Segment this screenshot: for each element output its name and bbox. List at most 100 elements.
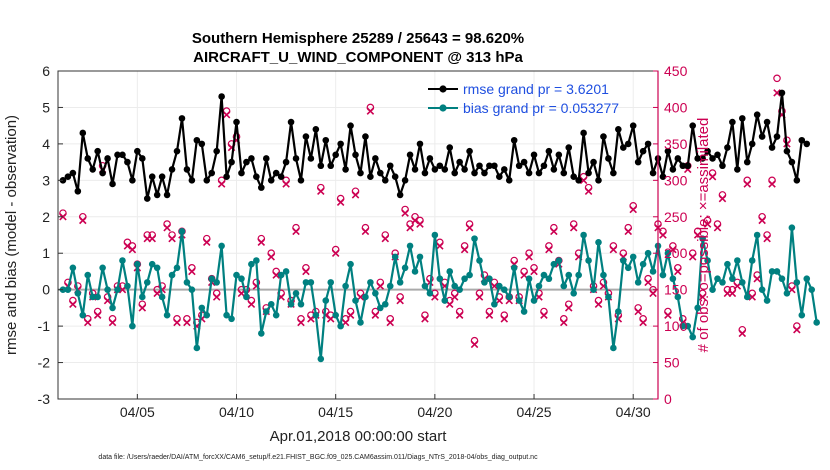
rmse-point <box>659 173 667 180</box>
rmse-point <box>317 162 325 170</box>
y-left-tick-label: 2 <box>42 209 50 225</box>
bias-point <box>679 322 687 330</box>
bias-point <box>575 271 582 279</box>
rmse-point <box>337 140 344 148</box>
rmse-point <box>456 158 463 166</box>
y-left-tick-label: 6 <box>42 63 50 79</box>
rmse-point <box>64 173 72 180</box>
rmse-point <box>605 155 612 162</box>
rmse-point <box>724 144 731 151</box>
rmse-point <box>560 169 568 177</box>
bias-point <box>352 297 359 304</box>
bias-point <box>411 268 419 275</box>
bias-point <box>788 224 796 232</box>
rmse-point <box>699 155 706 162</box>
assimilated-obs-marker <box>475 293 484 301</box>
rmse-point <box>535 169 543 177</box>
bias-point <box>347 260 354 268</box>
y-left-tick-label: 4 <box>42 136 50 152</box>
rmse-point <box>233 118 240 126</box>
y-right-tick-label: 400 <box>664 99 688 115</box>
bias-point <box>813 319 820 326</box>
bias-point <box>530 297 538 304</box>
assimilated-obs-marker <box>564 304 573 312</box>
rmse-point <box>788 158 796 166</box>
y-right-tick-label: 450 <box>664 63 688 79</box>
rmse-point <box>436 162 444 170</box>
assimilated-obs-marker <box>148 234 156 243</box>
rmse-point <box>644 140 652 148</box>
rmse-point <box>555 151 563 159</box>
assimilated-obs-marker <box>212 293 221 301</box>
bias-point <box>79 311 87 319</box>
bias-point <box>734 257 741 264</box>
assimilated-obs-marker <box>376 282 385 290</box>
rmse-point <box>372 155 379 162</box>
y-axis-label-left: rmse and bias (model - observation) <box>3 115 20 355</box>
assimilated-obs-marker <box>128 245 137 254</box>
bias-point <box>674 293 682 301</box>
assimilated-obs-marker <box>550 227 558 236</box>
bias-point <box>312 311 320 319</box>
assimilated-obs-marker <box>79 216 87 225</box>
possible-obs-marker <box>773 74 781 83</box>
assimilated-obs-marker <box>108 318 117 327</box>
rmse-point <box>367 173 374 180</box>
assimilated-obs-marker <box>594 300 603 309</box>
assimilated-obs-marker <box>698 293 707 301</box>
rmse-point <box>322 136 330 144</box>
assimilated-obs-marker <box>753 274 761 283</box>
assimilated-obs-marker <box>609 245 618 254</box>
x-tick-label: 04/25 <box>517 404 552 420</box>
y-left-tick-label: 1 <box>42 245 50 261</box>
assimilated-obs-marker <box>421 315 429 323</box>
bias-point <box>233 271 240 279</box>
assimilated-obs-marker <box>634 307 642 316</box>
y-left-tick-label: 0 <box>42 282 50 298</box>
rmse-point <box>694 155 701 162</box>
bias-point <box>138 293 146 301</box>
rmse-point <box>530 151 538 159</box>
assimilated-obs-marker <box>465 223 474 232</box>
rmse-point <box>143 195 151 202</box>
assimilated-obs-marker <box>639 318 647 327</box>
rmse-point <box>238 169 245 177</box>
y-right-tick-label: 250 <box>664 209 688 225</box>
rmse-point <box>153 191 161 199</box>
rmse-point <box>213 147 220 155</box>
rmse-point <box>570 173 578 180</box>
y-right-tick-label: 150 <box>664 282 688 298</box>
bias-point <box>292 290 300 297</box>
bias-point <box>282 268 290 275</box>
rmse-point <box>381 177 389 184</box>
bias-point <box>580 231 587 239</box>
bias-point <box>431 231 439 239</box>
bias-point <box>84 271 92 279</box>
assimilated-obs-marker <box>659 231 667 239</box>
bias-point <box>193 344 201 352</box>
rmse-point <box>267 177 275 184</box>
assimilated-obs-marker <box>202 238 211 247</box>
rmse-point <box>748 140 756 148</box>
y-right-tick-label: 200 <box>664 245 688 261</box>
assimilated-obs-marker <box>163 223 171 232</box>
rmse-point <box>669 166 677 173</box>
bias-point <box>238 275 245 283</box>
rmse-point <box>585 169 592 177</box>
bias-point <box>778 275 786 283</box>
bias-point <box>228 315 235 323</box>
rmse-point <box>719 162 726 170</box>
assimilated-obs-marker <box>718 194 727 203</box>
rmse-point <box>129 177 136 184</box>
bias-point <box>153 264 161 272</box>
bias-point <box>243 293 250 301</box>
rmse-point <box>515 162 523 170</box>
bias-point <box>515 297 523 304</box>
bias-point <box>357 319 364 326</box>
bias-point <box>148 260 156 268</box>
bias-point <box>709 286 716 293</box>
bias-point <box>297 300 305 308</box>
rmse-point <box>634 158 642 166</box>
rmse-point <box>491 162 498 170</box>
bias-point <box>223 311 230 319</box>
